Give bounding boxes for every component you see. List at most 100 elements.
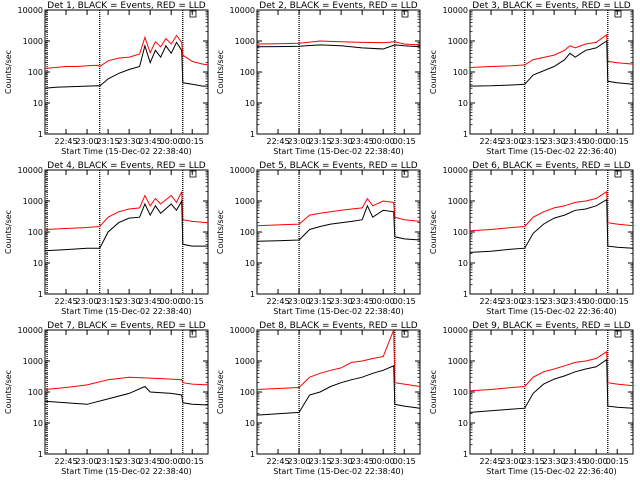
xlabel-9: Start Time (15-Dec-02 22:36:40): [486, 467, 617, 476]
xtick-label-5-6: 00:15: [393, 297, 416, 306]
series-events-8: [256, 365, 421, 416]
ytick-label-1-2: 100: [28, 68, 43, 77]
corner-box-7: [189, 330, 197, 338]
xtick-label-7-4: 23:45: [139, 457, 162, 466]
plot-frame-6: [469, 169, 634, 295]
xtick-label-4-2: 23:15: [97, 297, 120, 306]
ytick-label-4-3: 1000: [23, 197, 43, 206]
xtick-label-8-0: 22:45: [267, 457, 290, 466]
ytick-label-1-0: 1: [38, 130, 43, 139]
chart-title-6: Det 6, BLACK = Events, RED = LLD: [472, 161, 631, 171]
ytick-label-5-0: 1: [250, 290, 255, 299]
series-events-1: [44, 41, 208, 89]
xtick-label-8-2: 23:15: [309, 457, 332, 466]
plot-frame-9: [469, 329, 634, 455]
xtick-label-6-6: 00:15: [606, 297, 629, 306]
xtick-label-7-6: 00:15: [181, 457, 204, 466]
xtick-label-4-3: 23:30: [118, 297, 141, 306]
ytick-label-9-1: 10: [458, 419, 468, 428]
xtick-label-9-0: 22:45: [480, 457, 503, 466]
xtick-label-7-2: 23:15: [97, 457, 120, 466]
plot-frame-2: [256, 9, 421, 135]
xtick-label-9-5: 00:00: [585, 457, 608, 466]
xtick-label-3-4: 23:45: [564, 137, 587, 146]
xtick-label-7-3: 23:30: [118, 457, 141, 466]
xtick-label-2-4: 23:45: [351, 137, 374, 146]
xtick-label-6-4: 23:45: [564, 297, 587, 306]
xtick-label-9-1: 23:00: [501, 457, 524, 466]
xtick-label-2-3: 23:30: [330, 137, 353, 146]
ylabel-6: Counts/sec: [429, 210, 438, 254]
ytick-label-4-1: 10: [33, 259, 43, 268]
ytick-label-3-2: 100: [453, 68, 468, 77]
xtick-label-1-1: 23:00: [76, 137, 99, 146]
corner-box-1: [189, 10, 197, 18]
xtick-label-4-1: 23:00: [76, 297, 99, 306]
xtick-label-5-5: 00:00: [372, 297, 395, 306]
xtick-label-4-0: 22:45: [55, 297, 78, 306]
xtick-label-3-2: 23:15: [522, 137, 545, 146]
ytick-label-6-1: 10: [458, 259, 468, 268]
ytick-label-7-4: 10000: [18, 326, 43, 335]
ylabel-2: Counts/sec: [216, 50, 225, 94]
corner-box-3: [614, 10, 622, 18]
xtick-label-4-4: 23:45: [139, 297, 162, 306]
xlabel-7: Start Time (15-Dec-02 22:38:40): [61, 467, 192, 476]
xlabel-6: Start Time (15-Dec-02 22:36:40): [486, 307, 617, 316]
series-events-5: [256, 204, 421, 242]
xtick-label-4-5: 00:00: [160, 297, 183, 306]
plot-frame-8: [256, 329, 421, 455]
plot-frame-3: [469, 9, 634, 135]
ytick-label-5-2: 100: [240, 228, 255, 237]
xtick-label-8-5: 00:00: [372, 457, 395, 466]
ytick-label-2-1: 10: [245, 99, 255, 108]
ytick-label-3-3: 1000: [448, 37, 468, 46]
chart-title-5: Det 5, BLACK = Events, RED = LLD: [259, 161, 418, 171]
ytick-label-3-1: 10: [458, 99, 468, 108]
ytick-label-7-0: 1: [38, 450, 43, 459]
xtick-label-7-1: 23:00: [76, 457, 99, 466]
chart-title-1: Det 1, BLACK = Events, RED = LLD: [47, 1, 206, 11]
xtick-label-9-3: 23:30: [543, 457, 566, 466]
xtick-label-1-5: 00:00: [160, 137, 183, 146]
ytick-label-5-4: 10000: [230, 166, 255, 175]
ytick-label-9-0: 1: [463, 450, 468, 459]
series-lld-6: [469, 190, 634, 232]
ytick-label-2-4: 10000: [230, 6, 255, 15]
ytick-label-8-2: 100: [240, 388, 255, 397]
ytick-label-4-4: 10000: [18, 166, 43, 175]
xtick-label-5-1: 23:00: [288, 297, 311, 306]
ytick-label-9-3: 1000: [448, 357, 468, 366]
xtick-label-6-0: 22:45: [480, 297, 503, 306]
xlabel-5: Start Time (15-Dec-02 22:38:40): [273, 307, 404, 316]
xtick-label-8-1: 23:00: [288, 457, 311, 466]
ylabel-9: Counts/sec: [429, 370, 438, 414]
xtick-label-7-0: 22:45: [55, 457, 78, 466]
ytick-label-8-3: 1000: [235, 357, 255, 366]
xlabel-4: Start Time (15-Dec-02 22:38:40): [61, 307, 192, 316]
xtick-label-3-1: 23:00: [501, 137, 524, 146]
xtick-label-5-0: 22:45: [267, 297, 290, 306]
xtick-label-9-2: 23:15: [522, 457, 545, 466]
xtick-label-2-0: 22:45: [267, 137, 290, 146]
xtick-label-2-1: 23:00: [288, 137, 311, 146]
chart-title-3: Det 3, BLACK = Events, RED = LLD: [472, 1, 631, 11]
ytick-label-7-3: 1000: [23, 357, 43, 366]
xtick-label-3-6: 00:15: [606, 137, 629, 146]
xtick-label-1-4: 23:45: [139, 137, 162, 146]
plot-frame-7: [44, 329, 209, 455]
xtick-label-1-0: 22:45: [55, 137, 78, 146]
ylabel-7: Counts/sec: [4, 370, 13, 414]
ylabel-3: Counts/sec: [429, 50, 438, 94]
ylabel-8: Counts/sec: [216, 370, 225, 414]
ylabel-4: Counts/sec: [4, 210, 13, 254]
xtick-label-2-5: 00:00: [372, 137, 395, 146]
ytick-label-6-0: 1: [463, 290, 468, 299]
series-lld-4: [44, 191, 209, 230]
xtick-label-4-6: 00:15: [181, 297, 204, 306]
corner-box-2: [401, 10, 409, 18]
chart-title-4: Det 4, BLACK = Events, RED = LLD: [47, 161, 206, 171]
chart-title-9: Det 9, BLACK = Events, RED = LLD: [472, 321, 631, 331]
plot-frame-5: [256, 169, 421, 295]
corner-box-4: [189, 170, 197, 178]
